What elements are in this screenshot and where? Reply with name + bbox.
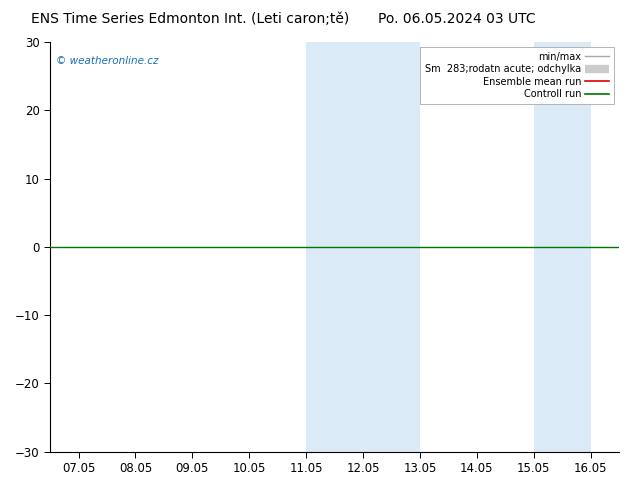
Bar xyxy=(534,42,590,452)
Bar xyxy=(306,42,363,452)
Text: © weatheronline.cz: © weatheronline.cz xyxy=(56,56,158,66)
Text: ENS Time Series Edmonton Int. (Leti caron;tě): ENS Time Series Edmonton Int. (Leti caro… xyxy=(31,12,349,26)
Text: Po. 06.05.2024 03 UTC: Po. 06.05.2024 03 UTC xyxy=(378,12,535,26)
Legend: min/max, Sm  283;rodatn acute; odchylka, Ensemble mean run, Controll run: min/max, Sm 283;rodatn acute; odchylka, … xyxy=(420,47,614,104)
Bar xyxy=(363,42,420,452)
